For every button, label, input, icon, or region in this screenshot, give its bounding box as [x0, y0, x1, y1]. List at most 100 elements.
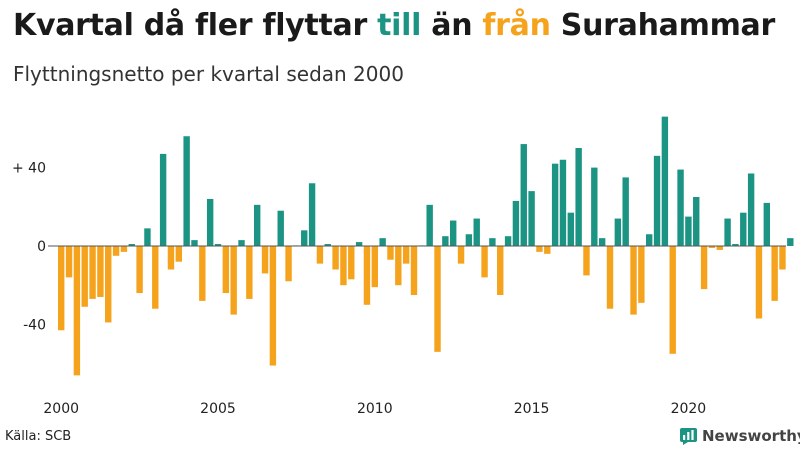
- bar-2014-q2: [504, 236, 512, 246]
- x-tick-label: 2015: [514, 401, 550, 417]
- bar-2005-q4: [238, 240, 245, 246]
- bar-2015-q2: [536, 246, 543, 252]
- bar-2022-q1: [747, 173, 755, 246]
- bar-2008-q2: [316, 246, 324, 264]
- bar-2003-q4: [175, 246, 182, 262]
- bar-2012-q2: [442, 236, 449, 246]
- bar-2007-q4: [301, 230, 308, 246]
- bar-2011-q2: [410, 246, 418, 295]
- x-tick-label: 2010: [357, 401, 393, 417]
- x-tick-label: 2020: [671, 401, 707, 417]
- y-tick-label: -40: [23, 317, 46, 333]
- bar-2003-q1: [152, 246, 159, 309]
- bar-2021-q4: [740, 212, 747, 246]
- bar-2020-q4: [708, 246, 716, 248]
- bar-2022-q4: [771, 246, 778, 301]
- bar-2001-q3: [105, 246, 112, 323]
- bar-2018-q1: [622, 177, 629, 246]
- bar-2015-q1: [528, 191, 535, 246]
- bar-chart-bubble-icon: [680, 427, 697, 445]
- bar-2009-q3: [355, 242, 363, 246]
- bar-2000-q4: [81, 246, 88, 307]
- bar-2019-q2: [661, 116, 669, 246]
- bar-2021-q1: [716, 246, 723, 250]
- bar-2017-q4: [614, 218, 622, 246]
- bar-2017-q1: [591, 167, 598, 246]
- newsworthy-brand[interactable]: Newsworthy: [680, 427, 800, 445]
- bar-2010-q3: [387, 246, 394, 260]
- bar-2016-q1: [559, 159, 567, 246]
- bar-2001-q1: [89, 246, 96, 299]
- bar-2010-q1: [371, 246, 378, 288]
- bar-2002-q2: [128, 244, 135, 246]
- bar-2016-q2: [567, 212, 574, 246]
- title-part-2: än: [421, 8, 483, 43]
- bar-2002-q4: [144, 228, 151, 246]
- title-fran-word: från: [482, 8, 551, 43]
- bar-2019-q3: [669, 246, 676, 354]
- bar-2013-q2: [473, 218, 480, 246]
- bar-2016-q3: [575, 148, 582, 246]
- bar-2013-q1: [465, 234, 473, 246]
- bar-2015-q4: [551, 163, 559, 246]
- bar-2015-q3: [544, 246, 551, 254]
- x-axis-ticks: 2000 2005 2010 2015 2020: [43, 401, 706, 417]
- bars-group: [58, 116, 794, 376]
- bar-2001-q2: [97, 246, 104, 297]
- bar-2023-q1: [779, 246, 786, 270]
- bar-2006-q2: [254, 204, 261, 246]
- bar-2000-q3: [73, 246, 81, 376]
- bar-2020-q3: [700, 246, 708, 290]
- bar-2007-q2: [285, 246, 292, 282]
- bar-2005-q2: [222, 246, 230, 294]
- bar-2005-q3: [230, 246, 237, 315]
- bar-2002-q3: [136, 246, 143, 294]
- bar-2018-q2: [630, 246, 637, 315]
- bar-2010-q4: [395, 246, 402, 286]
- bar-2014-q3: [512, 200, 520, 246]
- bar-2006-q3: [261, 246, 269, 274]
- bar-2009-q4: [363, 246, 371, 305]
- bar-2019-q1: [653, 155, 661, 246]
- bar-2011-q1: [402, 246, 410, 264]
- title-part-3: Surahammar: [550, 8, 775, 43]
- y-axis-ticks: + 40 0 -40: [12, 161, 46, 334]
- bar-2008-q1: [308, 183, 316, 246]
- y-tick-label: 0: [37, 239, 46, 255]
- bar-2012-q3: [450, 220, 457, 246]
- bar-2012-q4: [457, 246, 465, 264]
- bar-2006-q1: [246, 246, 253, 299]
- bar-2003-q3: [167, 246, 175, 270]
- bar-2008-q3: [324, 244, 331, 246]
- bar-2022-q2: [755, 246, 763, 319]
- bar-2002-q1: [120, 246, 128, 252]
- bar-2020-q1: [685, 216, 692, 246]
- bar-2023-q2: [787, 238, 794, 246]
- y-tick-label: + 40: [12, 161, 46, 177]
- bar-2004-q1: [183, 136, 190, 246]
- bar-2021-q2: [724, 218, 731, 246]
- x-tick-label: 2000: [43, 401, 79, 417]
- bar-2018-q3: [638, 246, 645, 303]
- bar-2007-q1: [277, 210, 284, 246]
- bar-2003-q2: [159, 153, 167, 246]
- bar-2000-q2: [65, 246, 73, 278]
- bar-2014-q1: [497, 246, 504, 295]
- source-label: Källa: SCB: [5, 429, 72, 444]
- bar-2017-q3: [606, 246, 614, 309]
- x-tick-label: 2005: [200, 401, 236, 417]
- chart-title: Kvartal då fler flyttar till än från Sur…: [13, 8, 775, 43]
- bar-2005-q1: [214, 244, 222, 246]
- bar-2009-q1: [340, 246, 347, 286]
- title-part-1: Kvartal då fler flyttar: [13, 8, 378, 43]
- bar-2006-q4: [269, 246, 277, 366]
- bar-2017-q2: [598, 238, 606, 246]
- bar-2012-q1: [434, 246, 441, 352]
- bar-2021-q3: [732, 244, 739, 246]
- bar-2013-q4: [489, 238, 496, 246]
- bar-2022-q3: [763, 202, 770, 246]
- bar-2001-q4: [112, 246, 120, 256]
- chart-subtitle: Flyttningsnetto per kvartal sedan 2000: [13, 62, 404, 86]
- title-till-word: till: [377, 8, 422, 43]
